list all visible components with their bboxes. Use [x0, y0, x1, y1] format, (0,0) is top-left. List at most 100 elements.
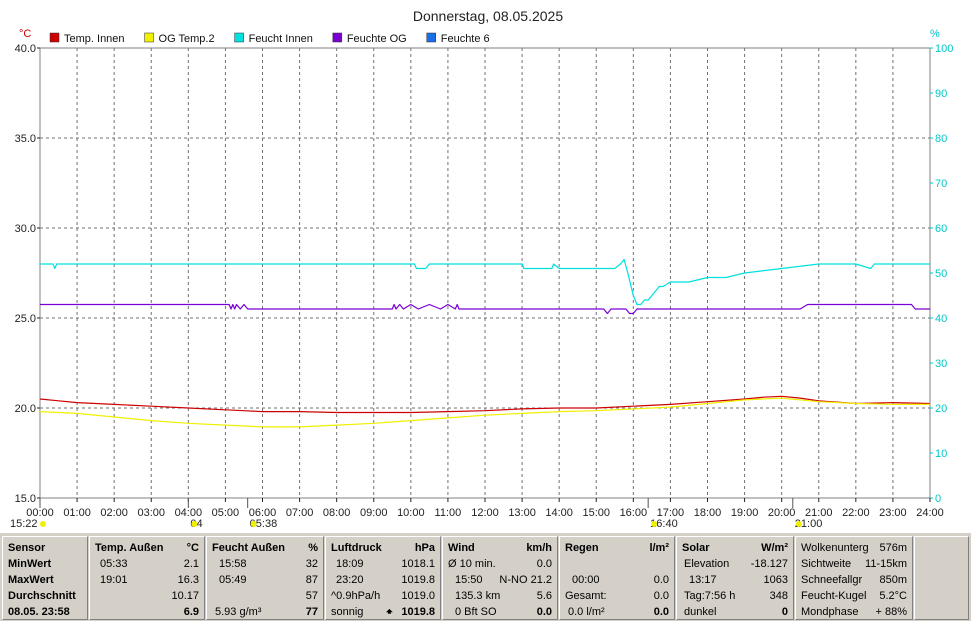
x-tick-label: 19:00 [731, 507, 759, 519]
solar-max-val: 1063 [763, 574, 788, 586]
temp-unit: °C [186, 542, 199, 554]
series-line [40, 303, 930, 315]
x-tick-label: 13:00 [508, 507, 536, 519]
x-tick-label: 04:00 [175, 507, 203, 519]
wind-beaufort: 0 Bft SO [455, 606, 497, 618]
right-tick-label: 10 [935, 448, 947, 460]
humidity-min-time: 15:58 [219, 558, 247, 570]
solar-avg: 348 [769, 590, 788, 602]
x-tick-label: 05:00 [212, 507, 240, 519]
humidity-avg: 57 [305, 590, 318, 602]
temp-current: 6.9 [183, 606, 199, 618]
rain-current: 0.0 [653, 606, 669, 618]
x-tick-label: 18:00 [694, 507, 722, 519]
legend-swatch [234, 32, 244, 43]
x-tick-label: 11:00 [435, 507, 462, 519]
pressure-header: Luftdruck [331, 542, 382, 554]
moon-phase-label: Mondphase [801, 606, 859, 618]
solar-day-length: Tag:7:56 h [684, 590, 736, 602]
chart-title: Donnerstag, 08.05.2025 [413, 8, 563, 24]
pressure-panel: Luftdruck hPa 18:09 1018.1 23:20 1019.8 … [325, 536, 441, 620]
wind-avg-label: Ø 10 min. [448, 558, 496, 570]
left-tick-label: 20.0 [15, 403, 36, 415]
pressure-avg: 1019.0 [401, 590, 435, 602]
humidity-header: Feucht Außen [212, 542, 285, 554]
rain-header: Regen [565, 542, 599, 554]
x-tick-label: 22:00 [842, 507, 870, 519]
legend-label: Temp. Innen [64, 33, 125, 45]
humidity-min-val: 32 [305, 558, 318, 570]
temp-panel: Temp. Außen °C 05:33 2.1 19:01 16.3 10.1… [89, 536, 205, 620]
solar-header: Solar [682, 542, 710, 554]
x-tick-label: 15:00 [582, 507, 610, 519]
x-tick-label: 03:00 [137, 507, 165, 519]
solar-panel: Solar W/m² Elevation -18.127 13:17 1063 … [676, 536, 794, 620]
marker-label: 15:22 [10, 518, 38, 530]
avg-label: Durchschnitt [8, 590, 76, 602]
temp-avg: 10.17 [171, 590, 199, 602]
sun-marker-icon [40, 521, 46, 527]
cloud-base-val: 576m [879, 542, 907, 554]
pressure-min-time: 18:09 [336, 558, 364, 570]
wet-bulb-val: 5.2°C [879, 590, 907, 602]
wind-max-val: N-NO 21.2 [499, 574, 552, 586]
axes: 15.0 20.0 25.0 30.0 35.0 40.0 0 10 20 30 40 50 60 70 8… [15, 43, 954, 519]
left-tick-label: 40.0 [15, 43, 36, 55]
solar-max-time: 13:17 [689, 574, 717, 586]
pressure-min-val: 1018.1 [401, 558, 435, 570]
rain-rate: 0.0 l/m² [568, 606, 605, 618]
x-tick-label: 07:00 [286, 507, 314, 519]
x-tick-label: 24:00 [916, 507, 944, 519]
legend-label: Feuchte OG [347, 33, 407, 45]
summary-table: Sensor MinWert MaxWert Durchschnitt 08.0… [0, 533, 971, 621]
temp-min-time: 05:33 [100, 558, 128, 570]
right-tick-label: 60 [935, 223, 947, 235]
wind-avg-val: 0.0 [536, 558, 552, 570]
x-tick-label: 14:00 [545, 507, 573, 519]
humidity-current: 77 [305, 606, 318, 618]
x-tick-label: 23:00 [879, 507, 907, 519]
marker-label: 21:00 [795, 518, 823, 530]
right-tick-label: 100 [935, 43, 953, 55]
right-tick-label: 0 [935, 493, 941, 505]
wind-max-time: 15:50 [455, 574, 483, 586]
temp-max-time: 19:01 [100, 574, 128, 586]
rain-panel: Regen l/m² 0.0 00:00 Gesamt: 0.0 0.0 l/m… [559, 536, 675, 620]
right-tick-label: 90 [935, 88, 947, 100]
pressure-max-time: 23:20 [336, 574, 364, 586]
solar-elevation-label: Elevation [684, 558, 730, 570]
snowline-val: 850m [879, 574, 907, 586]
marker-label: 05:38 [250, 518, 278, 530]
pressure-max-val: 1019.8 [401, 574, 435, 586]
x-tick-label: 10:00 [397, 507, 425, 519]
right-tick-label: 80 [935, 133, 947, 145]
rain-unit: l/m² [649, 542, 669, 554]
humidity-max-val: 87 [305, 574, 318, 586]
pressure-current: 1019.8 [401, 606, 435, 618]
legend-label: OG Temp.2 [159, 33, 215, 45]
trend-up-arrow-icon: 🠹 [386, 606, 393, 618]
sun-marker-icon [250, 521, 257, 527]
wind-panel: Wind km/h Ø 10 min. 0.0 15:50 N-NO 21.2 … [442, 536, 558, 620]
extra-panel: Wolkenunterg 576m Sichtweite 11-15km Sch… [795, 536, 913, 620]
x-tick-label: 12:00 [471, 507, 499, 519]
left-tick-label: 25.0 [15, 313, 36, 325]
temp-max-val: 16.3 [177, 574, 199, 586]
snowline-label: Schneefallgr [801, 574, 863, 586]
right-tick-label: 50 [935, 268, 947, 280]
x-tick-label: 16:00 [620, 507, 648, 519]
rain-total-label: Gesamt: [565, 590, 607, 602]
pressure-status: sonnig [331, 606, 364, 618]
solar-current: 0 [781, 606, 788, 618]
sensor-header: Sensor [8, 542, 46, 554]
legend-swatch [332, 32, 343, 43]
wind-distance: 135.3 km [455, 590, 501, 602]
humidity-absolute: 5.93 g/m³ [215, 606, 262, 618]
left-tick-label: 30.0 [15, 223, 36, 235]
x-tick-label: 21:00 [805, 507, 833, 519]
rain-max-val: 0.0 [653, 574, 669, 586]
min-label: MinWert [8, 558, 52, 570]
rain-total-val: 0.0 [653, 590, 669, 602]
x-tick-label: 08:00 [323, 507, 351, 519]
legend-label: Feuchte 6 [441, 33, 490, 45]
